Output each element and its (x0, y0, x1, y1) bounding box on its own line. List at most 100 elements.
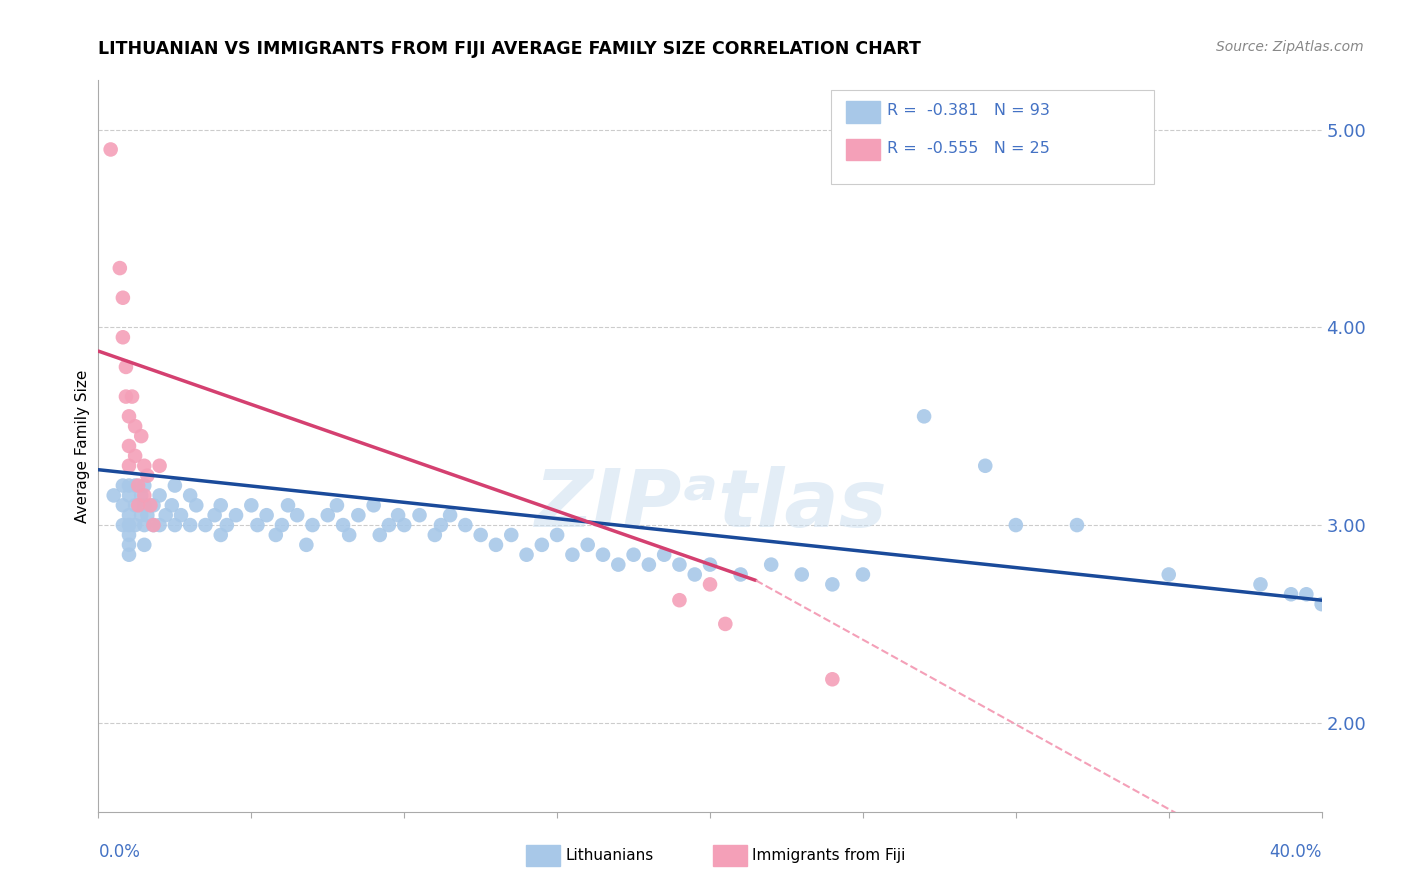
Point (485, 538, 508, 552)
Point (277, 498, 299, 512)
Point (1066, 518, 1088, 533)
Point (1004, 518, 1026, 533)
Point (124, 478, 146, 492)
Point (546, 528, 568, 542)
Point (111, 330, 134, 344)
Point (363, 498, 385, 512)
Point (270, 518, 292, 533)
Y-axis label: Average Family Size: Average Family Size (75, 369, 90, 523)
Point (470, 528, 492, 542)
Point (129, 508, 152, 523)
Point (111, 291, 134, 305)
Text: R =  -0.555   N = 25: R = -0.555 N = 25 (887, 141, 1050, 156)
Point (264, 528, 287, 542)
Point (759, 558, 782, 572)
Point (204, 508, 226, 523)
Point (392, 518, 416, 533)
Point (1279, 587, 1302, 601)
Point (134, 518, 156, 533)
Point (1310, 597, 1333, 611)
Point (316, 508, 339, 523)
Point (108, 261, 131, 276)
Point (332, 518, 354, 533)
Point (163, 518, 186, 533)
Point (149, 488, 172, 502)
Point (699, 558, 721, 572)
Point (912, 409, 935, 424)
Point (1295, 587, 1317, 601)
Point (118, 548, 141, 562)
Point (592, 548, 614, 562)
Point (136, 508, 159, 523)
Point (408, 508, 430, 523)
Point (225, 508, 247, 523)
Point (530, 538, 553, 552)
Point (115, 359, 138, 374)
Point (683, 567, 706, 582)
Point (637, 558, 661, 572)
Point (387, 508, 409, 523)
Point (215, 518, 238, 533)
Point (186, 498, 208, 512)
Point (730, 567, 752, 582)
Point (378, 518, 401, 533)
Point (295, 538, 318, 552)
Point (576, 538, 599, 552)
Point (121, 390, 143, 404)
Point (142, 518, 165, 533)
Point (623, 548, 645, 562)
Point (209, 528, 232, 542)
Point (139, 498, 162, 512)
Point (118, 518, 141, 533)
Point (561, 548, 583, 562)
Text: 0.0%: 0.0% (98, 843, 141, 861)
Text: Lithuanians: Lithuanians (565, 848, 654, 863)
Point (821, 673, 844, 687)
Point (501, 528, 523, 542)
Point (124, 419, 146, 434)
Point (337, 528, 360, 542)
Point (209, 498, 232, 512)
Point (852, 567, 875, 582)
Point (103, 488, 125, 502)
Point (326, 498, 349, 512)
Point (124, 449, 146, 463)
Point (454, 518, 477, 533)
Point (118, 439, 141, 453)
Point (1157, 567, 1180, 582)
Point (155, 508, 177, 523)
Point (124, 518, 146, 533)
Point (246, 518, 269, 533)
Text: 40.0%: 40.0% (1270, 843, 1322, 861)
Point (179, 488, 201, 502)
Point (821, 577, 844, 591)
Point (111, 518, 134, 533)
Point (240, 498, 263, 512)
Point (118, 458, 141, 473)
Point (256, 508, 278, 523)
Point (163, 478, 186, 492)
Point (118, 508, 141, 523)
Point (134, 498, 156, 512)
Point (439, 508, 461, 523)
Point (1249, 577, 1271, 591)
Point (607, 558, 630, 572)
Point (430, 518, 453, 533)
Text: Source: ZipAtlas.com: Source: ZipAtlas.com (1216, 40, 1364, 54)
Point (118, 478, 141, 492)
Point (142, 498, 165, 512)
Point (100, 143, 122, 157)
Point (668, 558, 690, 572)
Text: R =  -0.381   N = 93: R = -0.381 N = 93 (887, 103, 1050, 119)
Point (668, 593, 690, 607)
Point (347, 508, 370, 523)
Point (179, 518, 201, 533)
Point (115, 390, 138, 404)
Point (118, 409, 141, 424)
Point (134, 488, 156, 502)
Point (974, 458, 997, 473)
Point (652, 548, 675, 562)
Point (127, 478, 149, 492)
Point (423, 528, 446, 542)
Point (118, 488, 141, 502)
